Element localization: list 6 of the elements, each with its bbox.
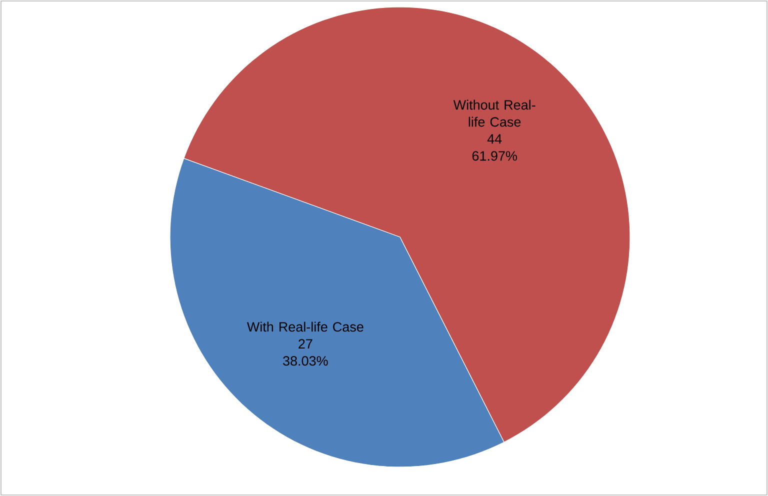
text: 27 xyxy=(298,339,312,349)
text: 44 xyxy=(487,134,502,144)
data-label: 38.03% xyxy=(283,356,328,366)
data-label: 61.97% xyxy=(472,151,517,161)
slice-label: With Real-life Case xyxy=(246,322,364,332)
slice-label: Without Real-life Case xyxy=(453,100,536,127)
